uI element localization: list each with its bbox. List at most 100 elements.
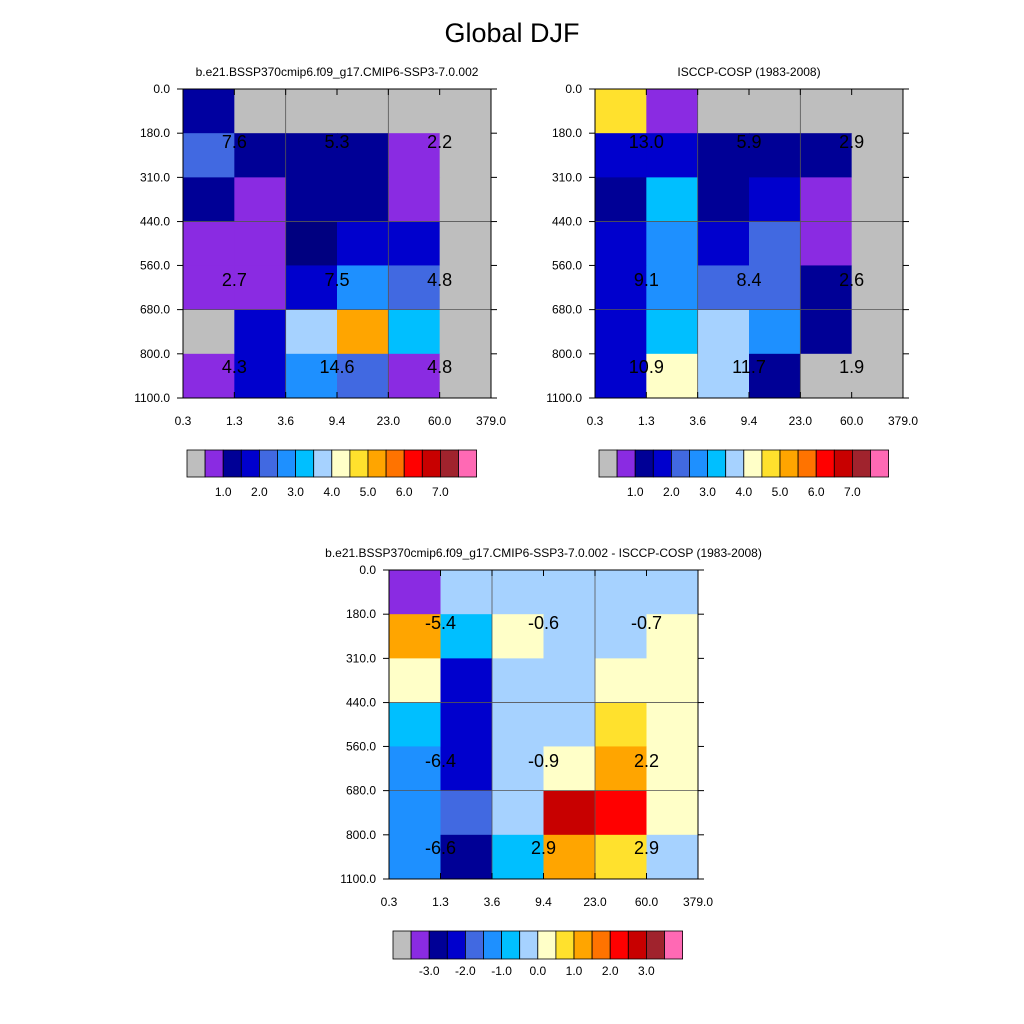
heatmap-cell (183, 133, 235, 178)
y-tick-label: 180.0 (346, 607, 376, 621)
x-tick-label: 0.3 (587, 414, 604, 428)
heatmap-cell (439, 177, 492, 223)
cell-value-label: 2.9 (531, 838, 556, 858)
colorbar-box (240, 449, 260, 478)
colorbar-box (671, 449, 690, 478)
heatmap-cell (337, 221, 389, 266)
cell-value-label: 2.9 (634, 838, 659, 858)
heatmap-cell (389, 570, 441, 615)
heatmap-cell (388, 89, 441, 134)
colorbar-box (519, 930, 539, 960)
panel-title: b.e21.BSSP370cmip6.f09_g17.CMIP6-SSP3-7.… (196, 65, 479, 79)
heatmap-cell (440, 658, 493, 704)
heatmap-cell (285, 309, 338, 355)
cell-value-label: 11.7 (732, 357, 766, 377)
heatmap-panel-2: ISCCP-COSP (1983-2008) 0.3 1.3 3.6 9.4 23.0 60… (546, 65, 918, 499)
heatmap-cell (389, 790, 441, 836)
colorbar-box (313, 449, 333, 478)
heatmap-cell (697, 265, 750, 311)
cell-value-label: 4.8 (427, 270, 452, 290)
heatmap-cell (439, 353, 492, 399)
heatmap-cell (697, 309, 750, 355)
y-tick-label: 680.0 (552, 303, 582, 317)
heatmap-cell (234, 89, 287, 134)
y-tick-label: 1100.0 (340, 872, 376, 886)
colorbar-box (464, 930, 484, 960)
heatmap-cell (646, 89, 699, 134)
heatmap-cell (749, 133, 801, 178)
heatmap-cell (389, 658, 441, 704)
heatmap-cell (749, 89, 801, 134)
colorbar-label: 2.0 (602, 964, 619, 978)
colorbar-box (385, 449, 405, 478)
heatmap-cell (285, 177, 338, 223)
heatmap-cell (543, 702, 596, 747)
colorbar-label: -3.0 (419, 964, 440, 978)
cell-value-label: 4.3 (222, 357, 247, 377)
colorbar-label: 1.0 (627, 485, 644, 499)
heatmap-cell (800, 265, 853, 311)
heatmap-cell (646, 746, 699, 792)
heatmap-cell (389, 746, 441, 792)
heatmap-cell (388, 133, 441, 178)
heatmap-cell (749, 177, 801, 223)
heatmap-cell (440, 746, 493, 792)
heatmap-cell (749, 265, 801, 311)
heatmap-cell (234, 133, 287, 178)
x-tick-label: 60.0 (635, 895, 659, 909)
y-tick-label: 180.0 (552, 126, 582, 140)
heatmap-cell (749, 309, 801, 355)
colorbar-box (634, 449, 654, 478)
heatmap-cell (646, 177, 699, 223)
colorbar-box (815, 449, 835, 478)
cell-value-label: 2.7 (222, 270, 247, 290)
colorbar-label: 1.0 (215, 485, 232, 499)
heatmap-cell (440, 834, 493, 880)
heatmap-cell (285, 265, 338, 311)
colorbar-box (483, 930, 503, 960)
cell-value-label: 7.6 (222, 132, 247, 152)
colorbar-label: 6.0 (396, 485, 413, 499)
heatmap-cell (183, 309, 235, 355)
heatmap-cell (646, 790, 699, 836)
heatmap-cell (749, 353, 801, 399)
colorbar-box (349, 449, 369, 478)
colorbar-box (222, 449, 242, 478)
heatmap-cell (595, 702, 647, 747)
y-tick-label: 800.0 (552, 347, 582, 361)
y-tick-label: 560.0 (552, 258, 582, 272)
cell-value-label: -0.6 (528, 613, 559, 633)
heatmap-cell (439, 221, 492, 266)
colorbar-box (652, 449, 672, 478)
colorbar-box (609, 930, 629, 960)
heatmap-cell (595, 89, 647, 134)
cell-value-label: -5.4 (425, 613, 456, 633)
y-tick-label: 1100.0 (134, 391, 170, 405)
heatmap-cell (595, 746, 647, 792)
colorbar-box (573, 930, 593, 960)
x-tick-label: 1.3 (432, 895, 449, 909)
heatmap-cell (595, 658, 647, 704)
heatmap-cell (439, 133, 492, 178)
heatmap-cell (543, 658, 596, 704)
heatmap-cell (697, 221, 750, 266)
colorbar-box (616, 449, 636, 478)
heatmap-cell (183, 89, 235, 134)
heatmap-cell (749, 221, 801, 266)
heatmap-cell (697, 133, 750, 178)
colorbar-box (439, 449, 459, 478)
heatmap-cell (285, 221, 338, 266)
x-tick-label: 0.3 (175, 414, 192, 428)
colorbar-box (277, 449, 297, 478)
colorbar-box (646, 930, 665, 960)
colorbar-box (627, 930, 647, 960)
y-tick-label: 0.0 (565, 82, 582, 96)
heatmap-cell (595, 353, 647, 399)
heatmap-cell (285, 133, 338, 178)
figure-title: Global DJF (444, 18, 580, 48)
colorbar-box (555, 930, 575, 960)
x-tick-label: 23.0 (789, 414, 813, 428)
x-tick-label: 23.0 (377, 414, 401, 428)
x-tick-label: 3.6 (484, 895, 501, 909)
